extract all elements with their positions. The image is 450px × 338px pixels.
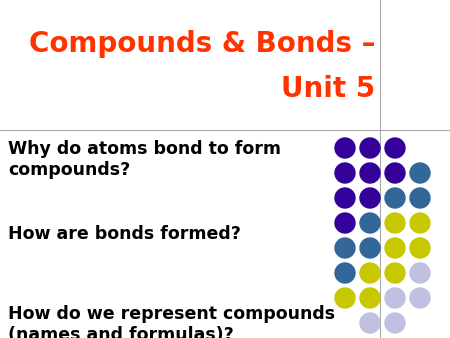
Text: Compounds & Bonds –: Compounds & Bonds – bbox=[29, 30, 375, 58]
Circle shape bbox=[410, 163, 430, 183]
Text: How do we represent compounds
(names and formulas)?: How do we represent compounds (names and… bbox=[8, 305, 335, 338]
Circle shape bbox=[335, 213, 355, 233]
Circle shape bbox=[360, 288, 380, 308]
Circle shape bbox=[335, 188, 355, 208]
Circle shape bbox=[335, 238, 355, 258]
Circle shape bbox=[360, 163, 380, 183]
Circle shape bbox=[335, 288, 355, 308]
Circle shape bbox=[410, 288, 430, 308]
Circle shape bbox=[335, 138, 355, 158]
Circle shape bbox=[360, 188, 380, 208]
Circle shape bbox=[335, 163, 355, 183]
Circle shape bbox=[385, 213, 405, 233]
Circle shape bbox=[410, 263, 430, 283]
Text: Unit 5: Unit 5 bbox=[281, 75, 375, 103]
Circle shape bbox=[385, 238, 405, 258]
Circle shape bbox=[360, 138, 380, 158]
Circle shape bbox=[410, 213, 430, 233]
Circle shape bbox=[385, 313, 405, 333]
Circle shape bbox=[410, 188, 430, 208]
Circle shape bbox=[360, 263, 380, 283]
Text: Why do atoms bond to form
compounds?: Why do atoms bond to form compounds? bbox=[8, 140, 281, 179]
Circle shape bbox=[385, 138, 405, 158]
Circle shape bbox=[385, 188, 405, 208]
Circle shape bbox=[360, 238, 380, 258]
Circle shape bbox=[385, 163, 405, 183]
Circle shape bbox=[385, 263, 405, 283]
Circle shape bbox=[385, 288, 405, 308]
Text: How are bonds formed?: How are bonds formed? bbox=[8, 225, 241, 243]
Circle shape bbox=[360, 313, 380, 333]
Circle shape bbox=[360, 213, 380, 233]
Circle shape bbox=[335, 263, 355, 283]
Circle shape bbox=[410, 238, 430, 258]
